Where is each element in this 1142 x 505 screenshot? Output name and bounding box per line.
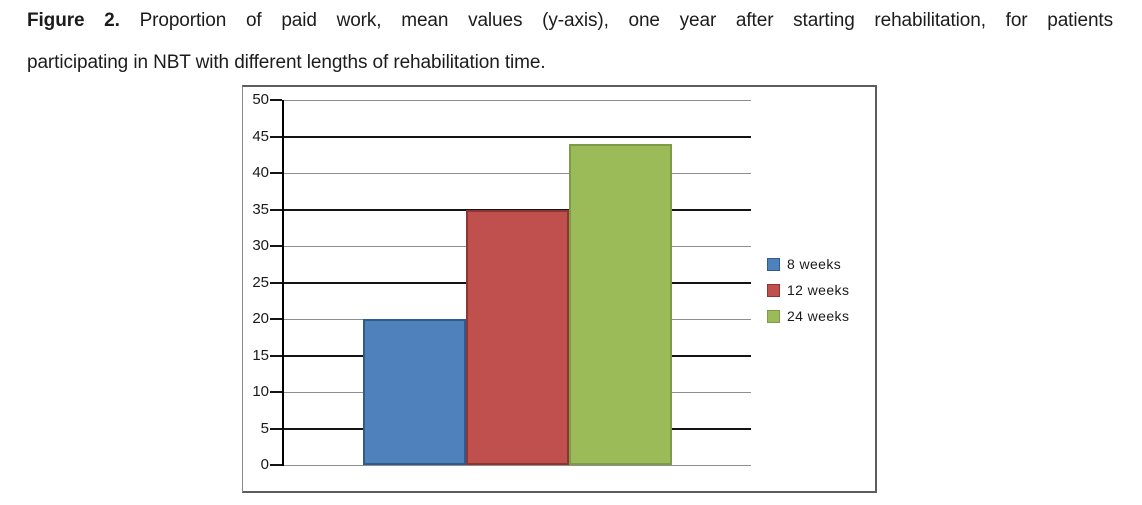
gridline-40	[282, 173, 751, 174]
y-tick-45	[270, 135, 282, 138]
gridline-45	[282, 135, 751, 138]
y-tick-25	[270, 281, 282, 284]
legend-swatch-12-weeks	[767, 283, 780, 297]
y-tick-label-30: 30	[252, 237, 269, 254]
caption-line-2: participating in NBT with different leng…	[27, 52, 546, 73]
y-tick-10	[270, 391, 282, 393]
legend-swatch-24-weeks	[767, 309, 780, 323]
y-axis-line	[282, 100, 284, 466]
y-tick-label-20: 20	[252, 310, 269, 327]
y-tick-label-45: 45	[252, 127, 269, 145]
y-tick-35	[270, 208, 282, 211]
y-tick-0	[270, 464, 282, 466]
y-tick-label-10: 10	[252, 383, 269, 400]
legend-label-12-weeks: 12 weeks	[787, 282, 850, 298]
y-tick-label-15: 15	[252, 346, 269, 364]
bar-12-weeks	[466, 209, 569, 465]
gridline-50	[282, 100, 751, 101]
legend-item-24-weeks: 24 weeks	[767, 303, 849, 329]
y-tick-label-5: 5	[260, 419, 269, 437]
legend: 8 weeks 12 weeks 24 weeks	[767, 251, 849, 329]
gridline-0	[282, 465, 751, 466]
legend-label-24-weeks: 24 weeks	[787, 308, 850, 324]
y-tick-label-40: 40	[252, 164, 269, 181]
y-tick-40	[270, 172, 282, 174]
y-tick-20	[270, 318, 282, 320]
caption-line-1-text: Proportion of paid work, mean values (y-…	[139, 10, 1114, 31]
y-tick-label-35: 35	[252, 200, 269, 218]
y-tick-30	[270, 245, 282, 247]
y-tick-15	[270, 354, 282, 357]
caption-line-1: Figure 2. Proportion of paid work, mean …	[27, 0, 1113, 42]
figure-caption: Figure 2. Proportion of paid work, mean …	[27, 0, 1113, 84]
legend-item-8-weeks: 8 weeks	[767, 251, 849, 277]
y-tick-label-50: 50	[252, 91, 269, 108]
bar-24-weeks	[569, 143, 672, 465]
y-tick-label-25: 25	[252, 273, 269, 291]
legend-item-12-weeks: 12 weeks	[767, 277, 849, 303]
bar-8-weeks	[363, 319, 466, 465]
y-tick-label-0: 0	[260, 456, 269, 473]
plot-area: 50 45 40 35 30 25 20 15 10 5 0	[243, 87, 875, 491]
chart-frame: 50 45 40 35 30 25 20 15 10 5 0 8 weeks 12 weeks 24…	[242, 85, 877, 493]
y-tick-5	[270, 427, 282, 430]
y-tick-50	[270, 99, 282, 101]
legend-label-8-weeks: 8 weeks	[787, 256, 842, 272]
legend-swatch-8-weeks	[767, 257, 780, 271]
figure-label: Figure 2.	[27, 10, 120, 31]
